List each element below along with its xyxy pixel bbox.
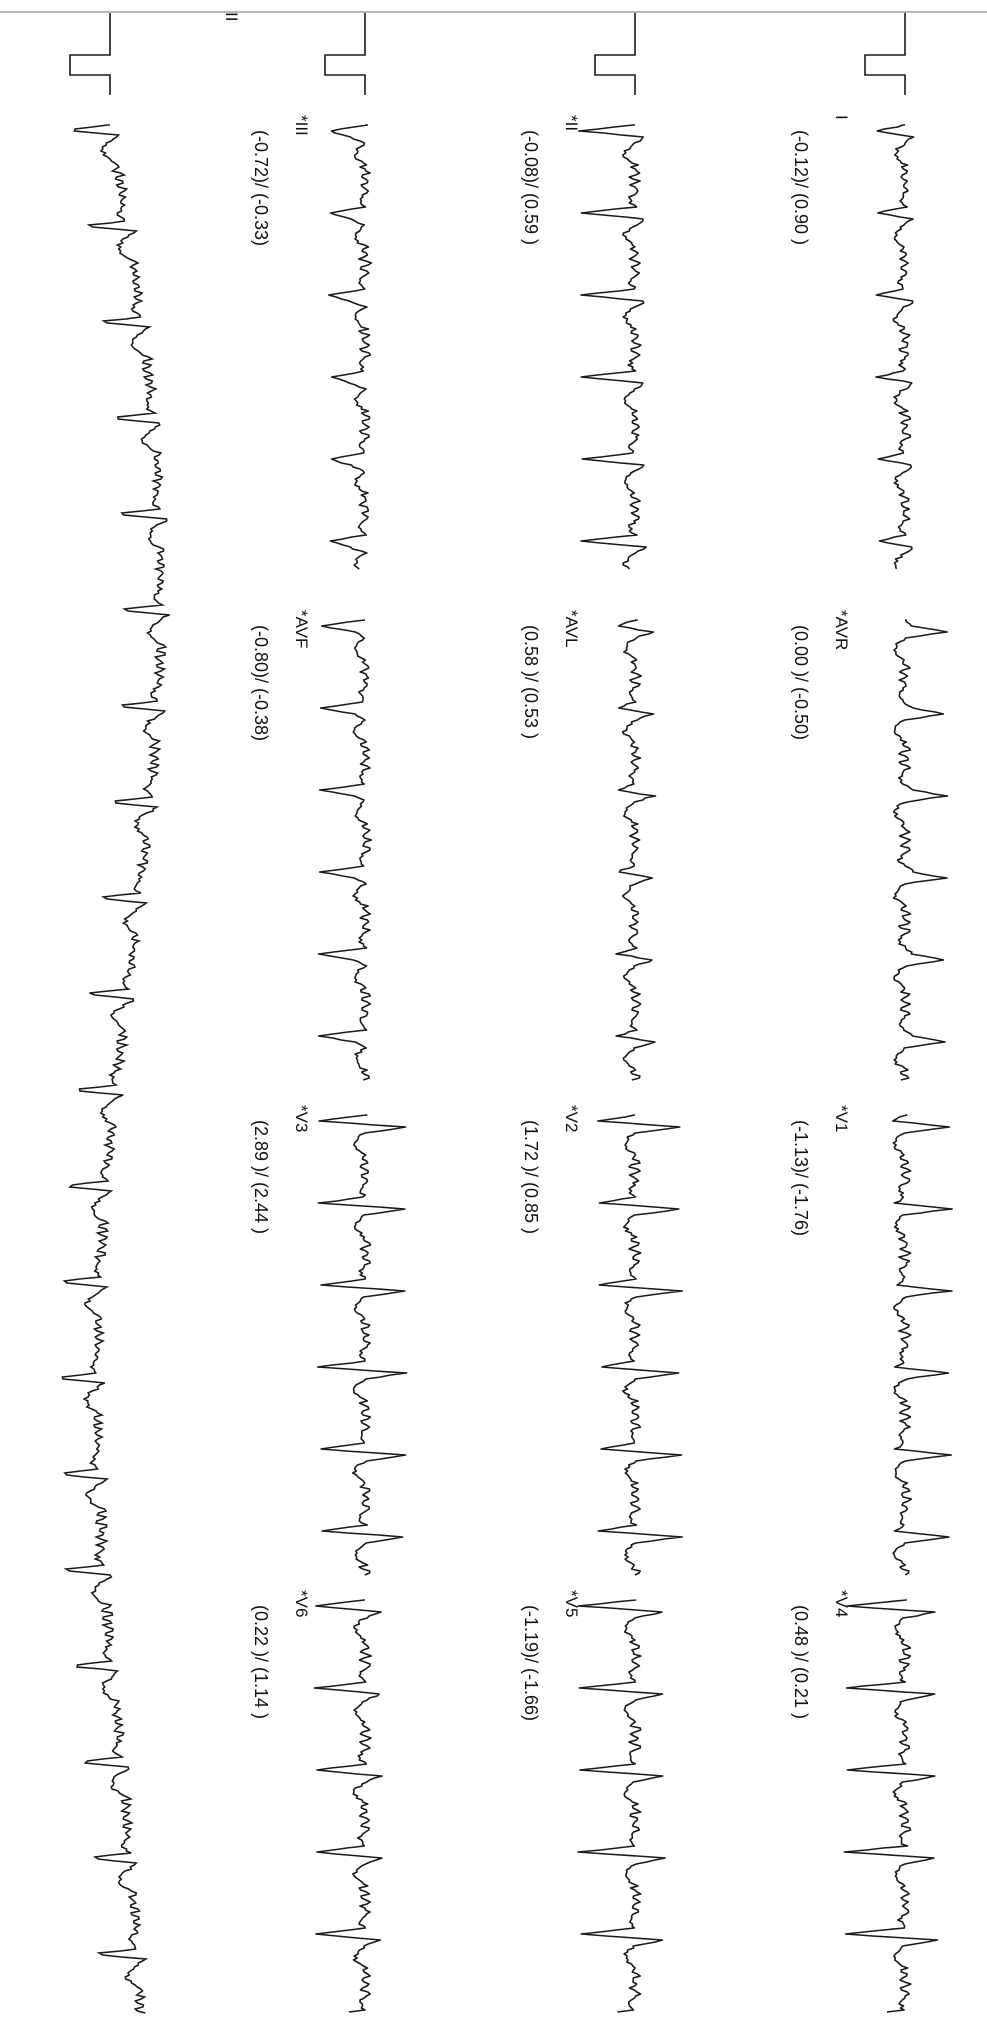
trace-v2 <box>597 1114 683 1576</box>
measure-v5: (-1.19)/ (-1.66) <box>521 1605 541 1722</box>
lead-label-v2: *V2 <box>562 1105 581 1133</box>
trace-rhythm-ii <box>61 124 170 2014</box>
trace-v5 <box>577 1599 666 2013</box>
lead-label-avl: *AVL <box>562 610 581 648</box>
trace-v4 <box>843 1599 939 2013</box>
measure-v3: (2.89 )/ (2.44 ) <box>251 1120 271 1235</box>
measure-ii: (-0.08)/ (0.59 ) <box>521 130 541 246</box>
trace-avr <box>892 619 949 1081</box>
measure-v2: (1.72 )/ (0.85 ) <box>521 1120 541 1235</box>
measure-iii: (-0.72)/ (-0.33) <box>251 130 271 247</box>
rhythm-lead-label: II <box>222 12 241 22</box>
trace-avl <box>615 619 657 1081</box>
trace-v1 <box>892 1114 953 1576</box>
lead-label-iii: *III <box>292 115 311 136</box>
calibration-pulse-rhythm <box>69 13 111 95</box>
trace-avf <box>317 619 373 1081</box>
measure-v6: (0.22 )/ (1.14 ) <box>251 1605 271 1720</box>
lead-label-ii: *II <box>562 115 581 132</box>
lead-label-v3: *V3 <box>292 1105 311 1133</box>
calibration-pulse-row-1 <box>864 13 906 95</box>
trace-ii <box>578 124 647 570</box>
lead-label-avf: *AVF <box>292 610 311 649</box>
top-border-line <box>0 11 987 13</box>
measure-avr: (0.00 )/ (-0.50) <box>791 625 811 741</box>
lead-label-v5: *V5 <box>562 1590 581 1618</box>
calibration-pulse-row-2 <box>594 13 636 95</box>
trace-iii <box>328 124 373 570</box>
measure-v1: (-1.13)/ (-1.76) <box>791 1120 811 1237</box>
lead-label-avr: *AVR <box>832 610 851 651</box>
trace-v6 <box>313 1599 383 2013</box>
trace-v3 <box>316 1114 408 1576</box>
measure-v4: (0.48 )/ (0.21 ) <box>791 1605 811 1720</box>
calibration-pulse-row-3 <box>324 13 366 95</box>
trace-i <box>875 124 915 570</box>
lead-label-v1: *V1 <box>832 1105 851 1133</box>
lead-label-i: I <box>832 115 851 120</box>
lead-label-v4: *V4 <box>832 1590 851 1618</box>
measure-avl: (0.58 )/ (0.53 ) <box>521 625 541 740</box>
measure-avf: (-0.80)/ (-0.38) <box>251 625 271 742</box>
lead-label-v6: *V6 <box>292 1590 311 1618</box>
measure-i: (-0.12)/ (0.90 ) <box>791 130 811 246</box>
